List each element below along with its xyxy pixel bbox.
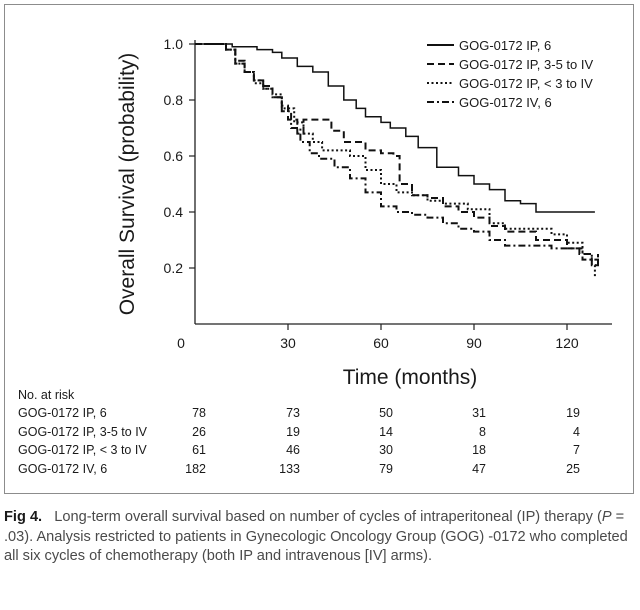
risk-count-cell: 50 [379,406,393,420]
risk-row-label: GOG-0172 IP, 6 [18,406,107,420]
risk-count-cell: 61 [192,443,206,457]
y-tick-label: 0.2 [164,260,184,276]
series-line-4 [195,43,599,263]
x-axis-label: Time (months) [343,366,478,389]
caption-text-part-1: Long-term overall survival based on numb… [54,509,602,525]
y-tick-label: 0.8 [164,92,184,108]
y-axis-label: Overall Survival (probability) [116,53,139,316]
risk-row-label: GOG-0172 IV, 6 [18,461,108,476]
y-tick-label: 0.4 [164,204,184,220]
x-tick-label: 90 [466,335,482,351]
caption-text-part-2: = .03). Analysis restricted to patients … [4,509,628,564]
risk-row-label: GOG-0172 IP, < 3 to IV [18,443,147,457]
risk-count-cell: 79 [379,461,393,476]
caption-p-symbol: P [601,509,612,525]
figure-caption: Fig 4. Long-term overall survival based … [4,508,634,567]
risk-count-cell: 78 [192,406,206,420]
risk-count-cell: 4 [573,424,580,439]
risk-count-cell: 30 [379,443,393,457]
risk-count-cell: 19 [566,406,580,420]
risk-count-cell: 47 [472,461,486,476]
risk-count-cell: 73 [286,406,300,420]
x-tick-label: 60 [373,335,389,351]
x-tick-label: 120 [555,335,579,351]
x-tick-label: 30 [280,335,296,351]
series-line-3 [195,43,596,277]
risk-count-cell: 19 [286,424,300,439]
legend-label-3: GOG-0172 IP, < 3 to IV [459,76,593,91]
risk-count-cell: 8 [479,424,486,439]
caption-figure-label: Fig 4. [4,509,43,525]
risk-count-cell: 25 [566,461,580,476]
y-tick-label: 1.0 [164,36,184,52]
risk-count-cell: 18 [472,443,486,457]
risk-count-cell: 182 [185,461,206,476]
risk-count-cell: 7 [573,443,580,457]
risk-count-cell: 46 [286,443,300,457]
survival-chart: 0.2 0.4 0.6 0.8 1.0 0 30 60 90 120 Time (months) Ov… [116,36,612,389]
risk-table-title: No. at risk [18,388,75,402]
figure-panel [4,4,634,494]
legend-label-2: GOG-0172 IP, 3-5 to IV [459,57,593,72]
risk-count-cell: 133 [279,461,300,476]
risk-row-label: GOG-0172 IP, 3-5 to IV [18,424,148,439]
x-tick-label: 0 [177,335,185,351]
risk-count-cell: 31 [472,406,486,420]
risk-count-cell: 26 [192,424,206,439]
y-tick-label: 0.6 [164,148,184,164]
legend-label-1: GOG-0172 IP, 6 [459,38,551,53]
series-line-1 [195,43,595,213]
risk-count-cell: 14 [379,424,393,439]
legend-label-4: GOG-0172 IV, 6 [459,95,552,110]
series-line-2 [195,43,599,267]
